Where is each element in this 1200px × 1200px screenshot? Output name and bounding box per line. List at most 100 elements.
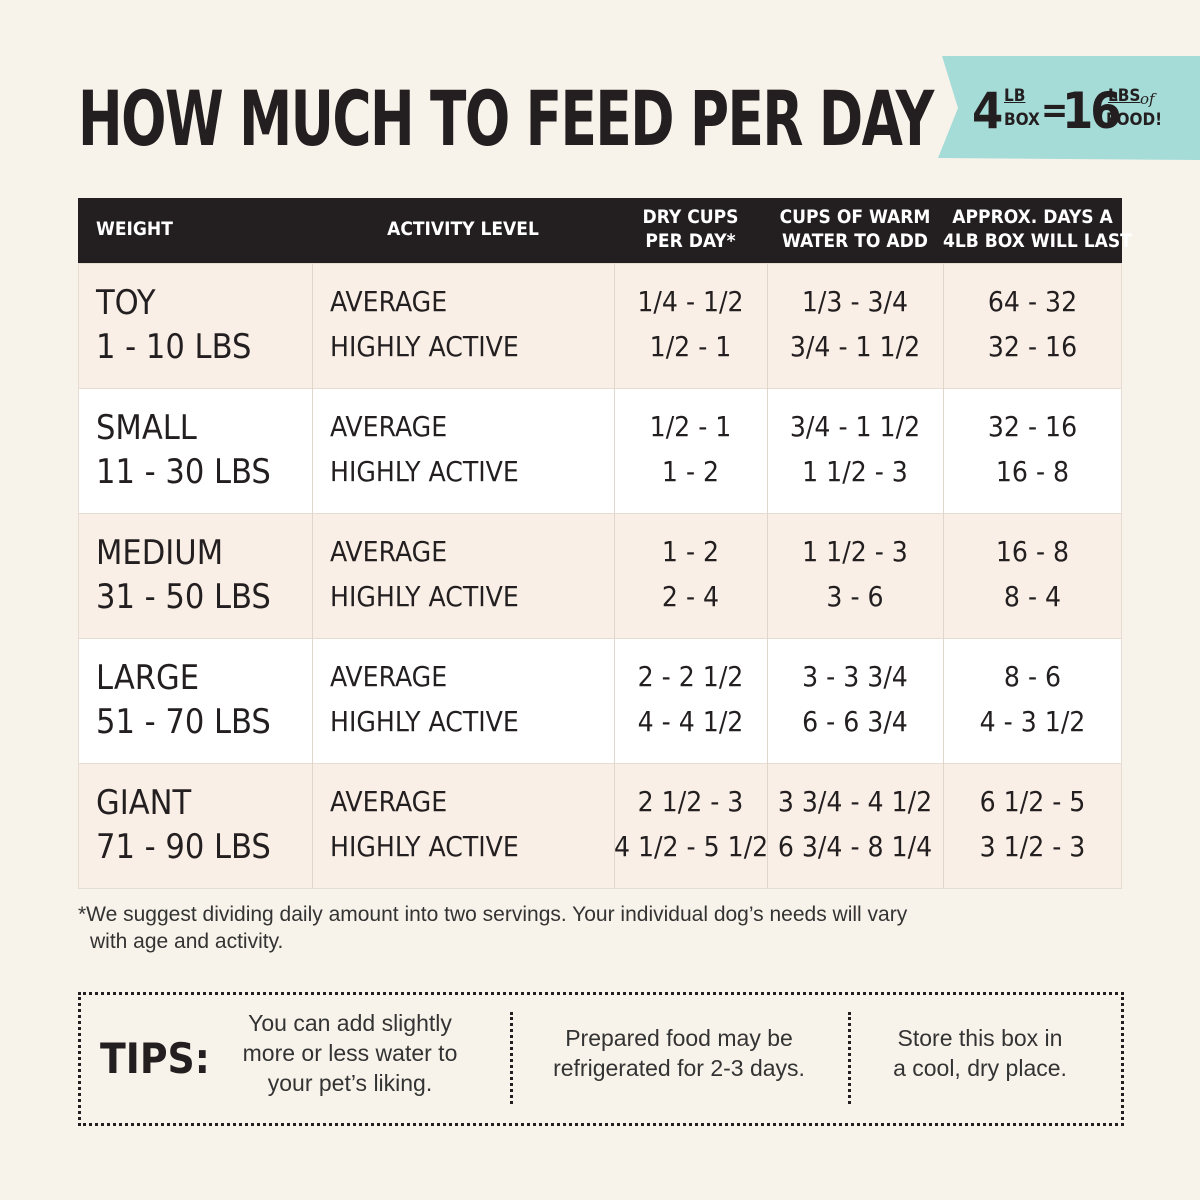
weight-range: 31 - 50 LBS <box>96 577 271 617</box>
cell-divider <box>614 388 615 513</box>
amount: 3/4 - 1 1/2 <box>789 410 921 443</box>
amount: 2 - 4 <box>661 580 720 613</box>
amount: 2 - 2 1/2 <box>637 660 744 693</box>
activity-level: HIGHLY ACTIVE <box>330 580 519 613</box>
cell-divider <box>614 513 615 638</box>
amount: 4 - 3 1/2 <box>979 705 1086 738</box>
badge-equals: = <box>1041 90 1069 131</box>
size-label: MEDIUM <box>96 533 224 573</box>
cell-divider <box>614 763 615 888</box>
badge-unit: BOX <box>1004 110 1040 130</box>
cell-divider <box>943 263 944 388</box>
amount: 1/3 - 3/4 <box>801 285 909 318</box>
amount: 3 1/2 - 3 <box>979 830 1086 863</box>
cell-divider <box>767 638 768 763</box>
badge-bg <box>938 56 1200 160</box>
activity-level: HIGHLY ACTIVE <box>330 330 519 363</box>
footnote: *We suggest dividing daily amount into t… <box>78 903 908 926</box>
amount: 6 - 6 3/4 <box>802 705 908 738</box>
tips-label: TIPS: <box>100 1034 210 1083</box>
table-header-bg <box>78 198 1122 263</box>
cell-divider <box>767 263 768 388</box>
tips-box <box>78 992 1124 1126</box>
amount: 16 - 8 <box>995 535 1070 568</box>
amount: 16 - 8 <box>995 455 1070 488</box>
amount: 1/2 - 1 <box>649 330 732 363</box>
amount: 4 1/2 - 5 1/2 <box>614 830 769 863</box>
title-wrap: HOW MUCH TO FEED PER DAY <box>78 74 1174 163</box>
cell-divider <box>767 388 768 513</box>
cell-divider <box>614 263 615 388</box>
badge-number: 16 <box>1062 82 1122 140</box>
cell-divider <box>312 513 313 638</box>
amount: 6 3/4 - 8 1/4 <box>777 830 933 863</box>
activity-level: HIGHLY ACTIVE <box>330 455 519 488</box>
cell-divider <box>943 763 944 888</box>
size-label: LARGE <box>96 658 200 698</box>
badge-unit: LB <box>1004 86 1026 106</box>
amount: 1 - 2 <box>661 455 720 488</box>
table-row-bg <box>78 763 1122 889</box>
activity-level: AVERAGE <box>330 285 448 318</box>
amount: 3 3/4 - 4 1/2 <box>777 785 933 818</box>
cell-divider <box>943 638 944 763</box>
activity-level: AVERAGE <box>330 410 448 443</box>
tip-text: more or less water to <box>242 1040 458 1066</box>
column-header: 4LB BOX WILL LAST <box>943 230 1132 252</box>
activity-level: AVERAGE <box>330 785 448 818</box>
size-label: TOY <box>96 283 156 323</box>
amount: 32 - 16 <box>987 410 1078 443</box>
cell-divider <box>312 263 313 388</box>
cell-divider <box>943 388 944 513</box>
column-header: WEIGHT <box>96 218 173 240</box>
cell-divider <box>767 513 768 638</box>
tip-text: Store this box in <box>897 1025 1063 1051</box>
badge-unit: FOOD! <box>1106 110 1163 130</box>
amount: 64 - 32 <box>987 285 1078 318</box>
cell-divider <box>614 638 615 763</box>
amount: 1/4 - 1/2 <box>637 285 744 318</box>
activity-level: HIGHLY ACTIVE <box>330 705 519 738</box>
amount: 2 1/2 - 3 <box>637 785 744 818</box>
cell-divider <box>312 638 313 763</box>
table-row-bg <box>78 638 1122 764</box>
badge-number: 4 <box>972 82 1004 140</box>
cell-divider <box>312 388 313 513</box>
title: HOW MUCH TO FEED PER DAY <box>78 74 934 163</box>
weight-range: 1 - 10 LBS <box>96 327 252 367</box>
footnote: with age and activity. <box>90 930 284 953</box>
amount: 1 1/2 - 3 <box>802 535 908 568</box>
table-row-bg <box>78 513 1122 639</box>
amount: 4 - 4 1/2 <box>637 705 744 738</box>
tip-text: your pet’s liking. <box>267 1070 433 1096</box>
amount: 1 1/2 - 3 <box>802 455 908 488</box>
activity-level: AVERAGE <box>330 660 448 693</box>
activity-level: AVERAGE <box>330 535 448 568</box>
table-row-bg <box>78 263 1122 389</box>
column-header: ACTIVITY LEVEL <box>387 218 539 240</box>
badge-of: of <box>1140 90 1155 108</box>
column-header: CUPS OF WARM <box>779 206 931 228</box>
weight-range: 11 - 30 LBS <box>96 452 271 492</box>
amount: 1 - 2 <box>661 535 720 568</box>
column-header: DRY CUPS <box>642 206 739 228</box>
amount: 8 - 4 <box>1003 580 1062 613</box>
tip-text: a cool, dry place. <box>893 1055 1067 1081</box>
size-label: SMALL <box>96 408 197 448</box>
badge-shape <box>938 56 1200 160</box>
tip-text: refrigerated for 2-3 days. <box>553 1055 805 1081</box>
cell-divider <box>767 763 768 888</box>
amount: 6 1/2 - 5 <box>979 785 1086 818</box>
column-header: PER DAY* <box>645 230 736 252</box>
amount: 3/4 - 1 1/2 <box>789 330 921 363</box>
amount: 3 - 3 3/4 <box>802 660 908 693</box>
amount: 32 - 16 <box>987 330 1078 363</box>
activity-level: HIGHLY ACTIVE <box>330 830 519 863</box>
amount: 1/2 - 1 <box>649 410 732 443</box>
tip-text: You can add slightly <box>248 1010 452 1036</box>
weight-range: 71 - 90 LBS <box>96 827 271 867</box>
tips-divider <box>848 1012 851 1104</box>
table-row-bg <box>78 388 1122 514</box>
column-header: WATER TO ADD <box>782 230 928 252</box>
